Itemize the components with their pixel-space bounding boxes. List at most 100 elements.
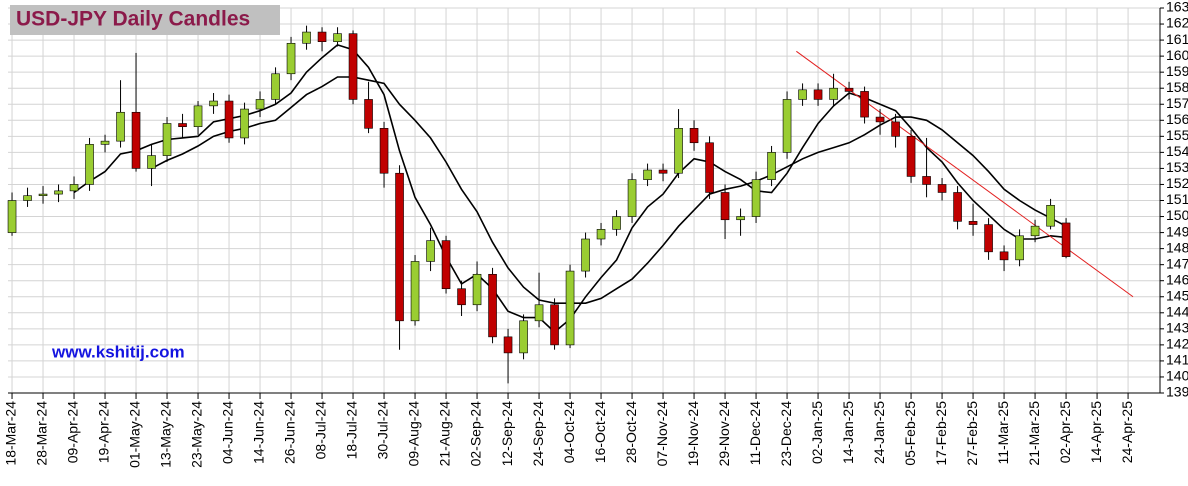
candle-body bbox=[147, 155, 156, 169]
candle-body bbox=[286, 42, 296, 75]
x-tick-label: 14-Jan-25 bbox=[840, 401, 856, 464]
candle-body bbox=[38, 193, 48, 196]
candle-body bbox=[658, 169, 668, 174]
candle-body bbox=[503, 336, 513, 354]
candle-body bbox=[441, 240, 451, 290]
trendline bbox=[796, 50, 1134, 298]
candle-body bbox=[1015, 235, 1024, 261]
y-tick-label: 156 bbox=[1166, 111, 1188, 127]
candle-body bbox=[922, 176, 931, 185]
candle-body bbox=[410, 261, 420, 322]
x-tick-label: 27-Feb-25 bbox=[964, 401, 980, 466]
x-tick-label: 24-Apr-25 bbox=[1119, 401, 1135, 463]
candle-body bbox=[875, 116, 885, 123]
candle-body bbox=[612, 216, 621, 230]
candle-body bbox=[23, 195, 32, 201]
candle-body bbox=[240, 108, 249, 139]
x-tick-label: 17-Feb-25 bbox=[933, 401, 949, 466]
candle-body bbox=[1061, 222, 1071, 257]
candle-body bbox=[255, 99, 265, 110]
y-tick-label: 151 bbox=[1166, 191, 1188, 207]
candle-body bbox=[813, 89, 823, 100]
candle-body bbox=[302, 31, 311, 44]
candle-body bbox=[844, 87, 854, 92]
x-tick-label: 24-Sep-24 bbox=[530, 401, 546, 467]
x-tick-label: 23-May-24 bbox=[189, 401, 205, 468]
y-tick-label: 139 bbox=[1166, 384, 1188, 400]
candle-body bbox=[596, 229, 606, 240]
candle-body bbox=[178, 123, 187, 128]
y-tick-label: 157 bbox=[1166, 95, 1188, 111]
x-tick-label: 21-Mar-25 bbox=[1026, 401, 1042, 466]
y-tick-label: 160 bbox=[1166, 47, 1188, 63]
y-tick-label: 153 bbox=[1166, 159, 1188, 175]
candle-body bbox=[782, 99, 792, 153]
candle-body bbox=[674, 128, 683, 174]
candle-body bbox=[85, 144, 94, 185]
candle-body bbox=[550, 304, 559, 346]
x-tick-label: 21-Aug-24 bbox=[437, 401, 453, 467]
x-tick-label: 09-Aug-24 bbox=[406, 401, 422, 467]
candle-body bbox=[829, 87, 838, 100]
y-tick-label: 141 bbox=[1166, 352, 1188, 368]
y-tick-label: 152 bbox=[1166, 175, 1188, 191]
candle-body bbox=[457, 288, 466, 306]
annotation: www.kshitij.com bbox=[51, 342, 185, 361]
y-tick-label: 143 bbox=[1166, 320, 1188, 336]
candle-body bbox=[705, 142, 714, 193]
candle-body bbox=[1030, 225, 1040, 237]
x-tick-label: 14-Jun-24 bbox=[251, 401, 267, 464]
y-tick-label: 145 bbox=[1166, 287, 1188, 303]
x-tick-label: 28-Oct-24 bbox=[623, 401, 639, 463]
y-tick-label: 142 bbox=[1166, 336, 1188, 352]
candle-body bbox=[689, 128, 699, 144]
candles bbox=[7, 25, 1071, 384]
x-tick-label: 01-May-24 bbox=[127, 401, 143, 468]
candle-body bbox=[488, 273, 497, 338]
candle-body bbox=[953, 192, 962, 222]
y-tick-label: 162 bbox=[1166, 15, 1188, 31]
y-tick-label: 161 bbox=[1166, 31, 1188, 47]
x-tick-label: 08-Jul-24 bbox=[313, 401, 329, 460]
x-tick-label: 18-Mar-24 bbox=[3, 401, 19, 466]
candle-body bbox=[100, 140, 110, 145]
candle-body bbox=[395, 172, 404, 322]
candle-body bbox=[162, 123, 172, 156]
candle-body bbox=[348, 33, 358, 100]
y-tick-label: 163 bbox=[1166, 0, 1188, 15]
candle-body bbox=[131, 111, 141, 169]
axes: 1391401411421431441451461471481491501511… bbox=[3, 0, 1188, 468]
candle-body bbox=[1046, 205, 1055, 227]
candle-body bbox=[364, 99, 373, 129]
x-tick-label: 04-Oct-24 bbox=[561, 401, 577, 463]
candle-body bbox=[984, 224, 993, 253]
x-tick-label: 16-Oct-24 bbox=[592, 401, 608, 463]
candle-body bbox=[519, 320, 528, 354]
candle-body bbox=[7, 200, 17, 233]
candle-body bbox=[534, 304, 544, 322]
candle-body bbox=[860, 91, 869, 118]
x-tick-label: 14-Apr-25 bbox=[1088, 401, 1104, 463]
x-tick-label: 24-Jan-25 bbox=[871, 401, 887, 464]
candle-body bbox=[54, 190, 63, 195]
candle-body bbox=[116, 111, 125, 142]
chart-title: USD-JPY Daily Candles bbox=[16, 8, 250, 31]
candle-body bbox=[720, 192, 730, 221]
x-tick-label: 19-Apr-24 bbox=[96, 401, 112, 463]
y-tick-label: 158 bbox=[1166, 79, 1188, 95]
candle-body bbox=[968, 221, 978, 225]
moving-average bbox=[151, 76, 1067, 304]
x-tick-label: 04-Jun-24 bbox=[220, 401, 236, 464]
candle-body bbox=[224, 100, 234, 139]
candle-body bbox=[69, 184, 79, 192]
title-box bbox=[10, 5, 280, 35]
candle-body bbox=[379, 128, 389, 174]
candle-body bbox=[581, 238, 590, 272]
y-tick-label: 146 bbox=[1166, 271, 1188, 287]
x-tick-label: 02-Jan-25 bbox=[809, 401, 825, 464]
x-tick-label: 07-Nov-24 bbox=[654, 401, 670, 467]
x-tick-label: 05-Feb-25 bbox=[902, 401, 918, 466]
x-tick-label: 19-Nov-24 bbox=[685, 401, 701, 467]
x-tick-label: 02-Apr-25 bbox=[1057, 401, 1073, 463]
candle-body bbox=[798, 89, 807, 100]
